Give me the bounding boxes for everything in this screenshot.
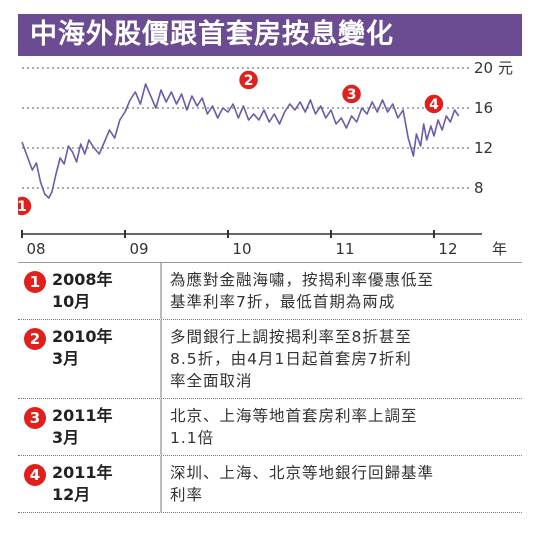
y-tick-label: 12 [474,139,493,157]
y-tick-label: 16 [474,99,493,117]
note-date-cell: 2 2010年 3月 [18,320,162,398]
event-marker-label: 2 [244,73,254,89]
note-date: 2010年 3月 [52,327,113,368]
note-row: 2 2010年 3月 多間銀行上調按揭利率至8折甚至 8.5折，由4月1日起首套房7… [18,320,522,399]
x-tick-label: 09 [129,240,148,258]
x-tick-label: 12 [438,240,457,258]
y-tick-label: 8 [474,179,484,197]
note-row: 3 2011年 3月 北京、上海等地首套房利率上調至 1.1倍 [18,399,522,456]
note-text: 多間銀行上調按揭利率至8折甚至 8.5折，由4月1日起首套房7折利 率全面取消 [170,328,412,390]
x-tick-label: 11 [335,240,354,258]
event-notes-table: 1 2008年 10月 為應對金融海嘯，按揭利率優惠低至 基準利率7折，最低首期為兩… [18,262,522,513]
event-marker-label: 4 [429,97,439,113]
x-unit-label: 年 [492,240,507,258]
event-marker-label: 1 [18,199,27,215]
note-row: 1 2008年 10月 為應對金融海嘯，按揭利率優惠低至 基準利率7折，最低首期為兩… [18,263,522,320]
note-badge: 3 [24,407,46,429]
note-date-cell: 4 2011年 12月 [18,456,162,512]
x-tick-label: 10 [232,240,251,258]
note-date-cell: 1 2008年 10月 [18,263,162,319]
note-text: 深圳、上海、北京等地銀行回歸基準 利率 [170,464,435,504]
note-date: 2011年 12月 [52,463,113,504]
note-date: 2008年 10月 [52,270,113,311]
note-badge: 1 [24,271,46,293]
chart-title: 中海外股價跟首套房按息變化 [18,14,522,56]
y-tick-label: 20 [474,59,493,77]
note-date-cell: 3 2011年 3月 [18,399,162,455]
note-text: 北京、上海等地首套房利率上調至 1.1倍 [170,407,418,447]
event-marker [18,195,33,217]
event-marker-label: 3 [347,87,357,103]
y-unit-label: 元 [498,59,513,77]
x-tick-label: 08 [26,240,45,258]
note-date: 2011年 3月 [52,406,113,447]
note-badge: 2 [24,328,46,350]
series-line [21,83,460,199]
note-text: 為應對金融海嘯，按揭利率優惠低至 基準利率7折，最低首期為兩成 [170,271,435,311]
note-row: 4 2011年 12月 深圳、上海、北京等地銀行回歸基準 利率 [18,456,522,513]
event-marker [340,83,363,105]
event-marker [237,69,260,91]
note-badge: 4 [24,464,46,486]
event-marker [423,93,445,115]
